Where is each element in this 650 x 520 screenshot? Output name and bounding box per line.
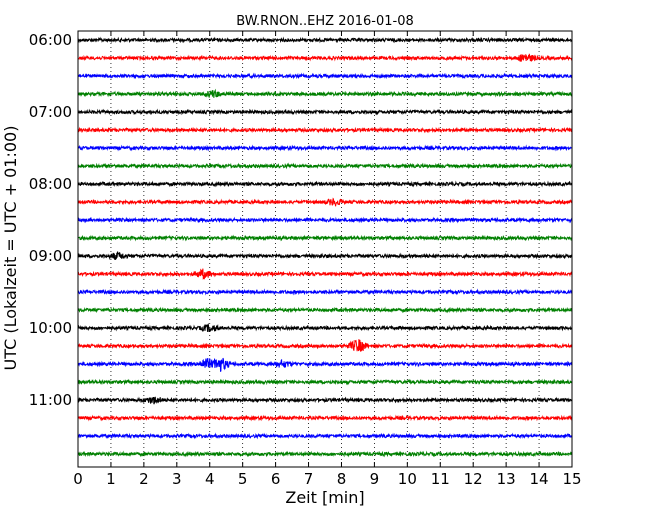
x-tick-label: 0 — [73, 470, 83, 488]
x-tick-label: 14 — [530, 470, 549, 488]
y-tick-label: 07:00 — [29, 103, 72, 121]
x-tick-label: 9 — [370, 470, 380, 488]
trace-line — [77, 322, 573, 333]
plot-frame — [77, 30, 573, 468]
seismic-traces — [77, 36, 573, 458]
trace-line — [77, 126, 573, 134]
trace-line — [77, 414, 573, 422]
x-axis-ticks: 0 1 2 3 4 5 6 7 8 9 10 11 12 13 14 15 — [73, 31, 582, 488]
trace-line — [77, 180, 573, 188]
x-tick-label: 6 — [271, 470, 281, 488]
chart-title: BW.RNON..EHZ 2016-01-08 — [236, 14, 414, 29]
trace-line — [77, 197, 573, 207]
x-tick-label: 4 — [205, 470, 215, 488]
x-tick-label: 12 — [464, 470, 483, 488]
y-tick-label: 08:00 — [29, 175, 72, 193]
trace-line — [77, 378, 573, 386]
y-tick-label: 06:00 — [29, 31, 72, 49]
trace-line — [77, 216, 573, 224]
x-tick-label: 10 — [398, 470, 417, 488]
vertical-grid — [110, 31, 540, 467]
x-tick-label: 2 — [139, 470, 149, 488]
trace-line — [77, 306, 573, 314]
trace-line — [77, 450, 573, 458]
trace-line — [77, 162, 573, 170]
x-axis-label: Zeit [min] — [285, 488, 364, 507]
y-axis-label: UTC (Lokalzeit = UTC + 01:00) — [1, 126, 20, 371]
trace-line — [77, 108, 573, 116]
trace-line — [77, 36, 573, 44]
trace-line — [77, 234, 573, 242]
trace-line — [77, 251, 573, 261]
x-tick-label: 7 — [304, 470, 314, 488]
y-axis-ticks: 06:00 07:00 08:00 09:00 10:00 11:00 — [29, 31, 572, 409]
trace-line — [77, 268, 573, 280]
y-tick-label: 11:00 — [29, 391, 72, 409]
trace-line — [77, 432, 573, 440]
trace-line — [77, 339, 573, 352]
x-tick-label: 5 — [238, 470, 248, 488]
trace-line — [77, 72, 573, 80]
x-tick-label: 15 — [562, 470, 581, 488]
trace-line — [77, 288, 573, 296]
trace-line — [77, 396, 573, 405]
trace-line — [77, 357, 573, 372]
x-tick-label: 11 — [431, 470, 450, 488]
y-tick-label: 10:00 — [29, 319, 72, 337]
y-tick-label: 09:00 — [29, 247, 72, 265]
x-tick-label: 8 — [337, 470, 347, 488]
x-tick-label: 3 — [172, 470, 182, 488]
x-tick-label: 13 — [497, 470, 516, 488]
trace-line — [77, 88, 573, 98]
x-tick-label: 1 — [106, 470, 116, 488]
trace-line — [77, 144, 573, 152]
trace-line — [77, 53, 573, 62]
